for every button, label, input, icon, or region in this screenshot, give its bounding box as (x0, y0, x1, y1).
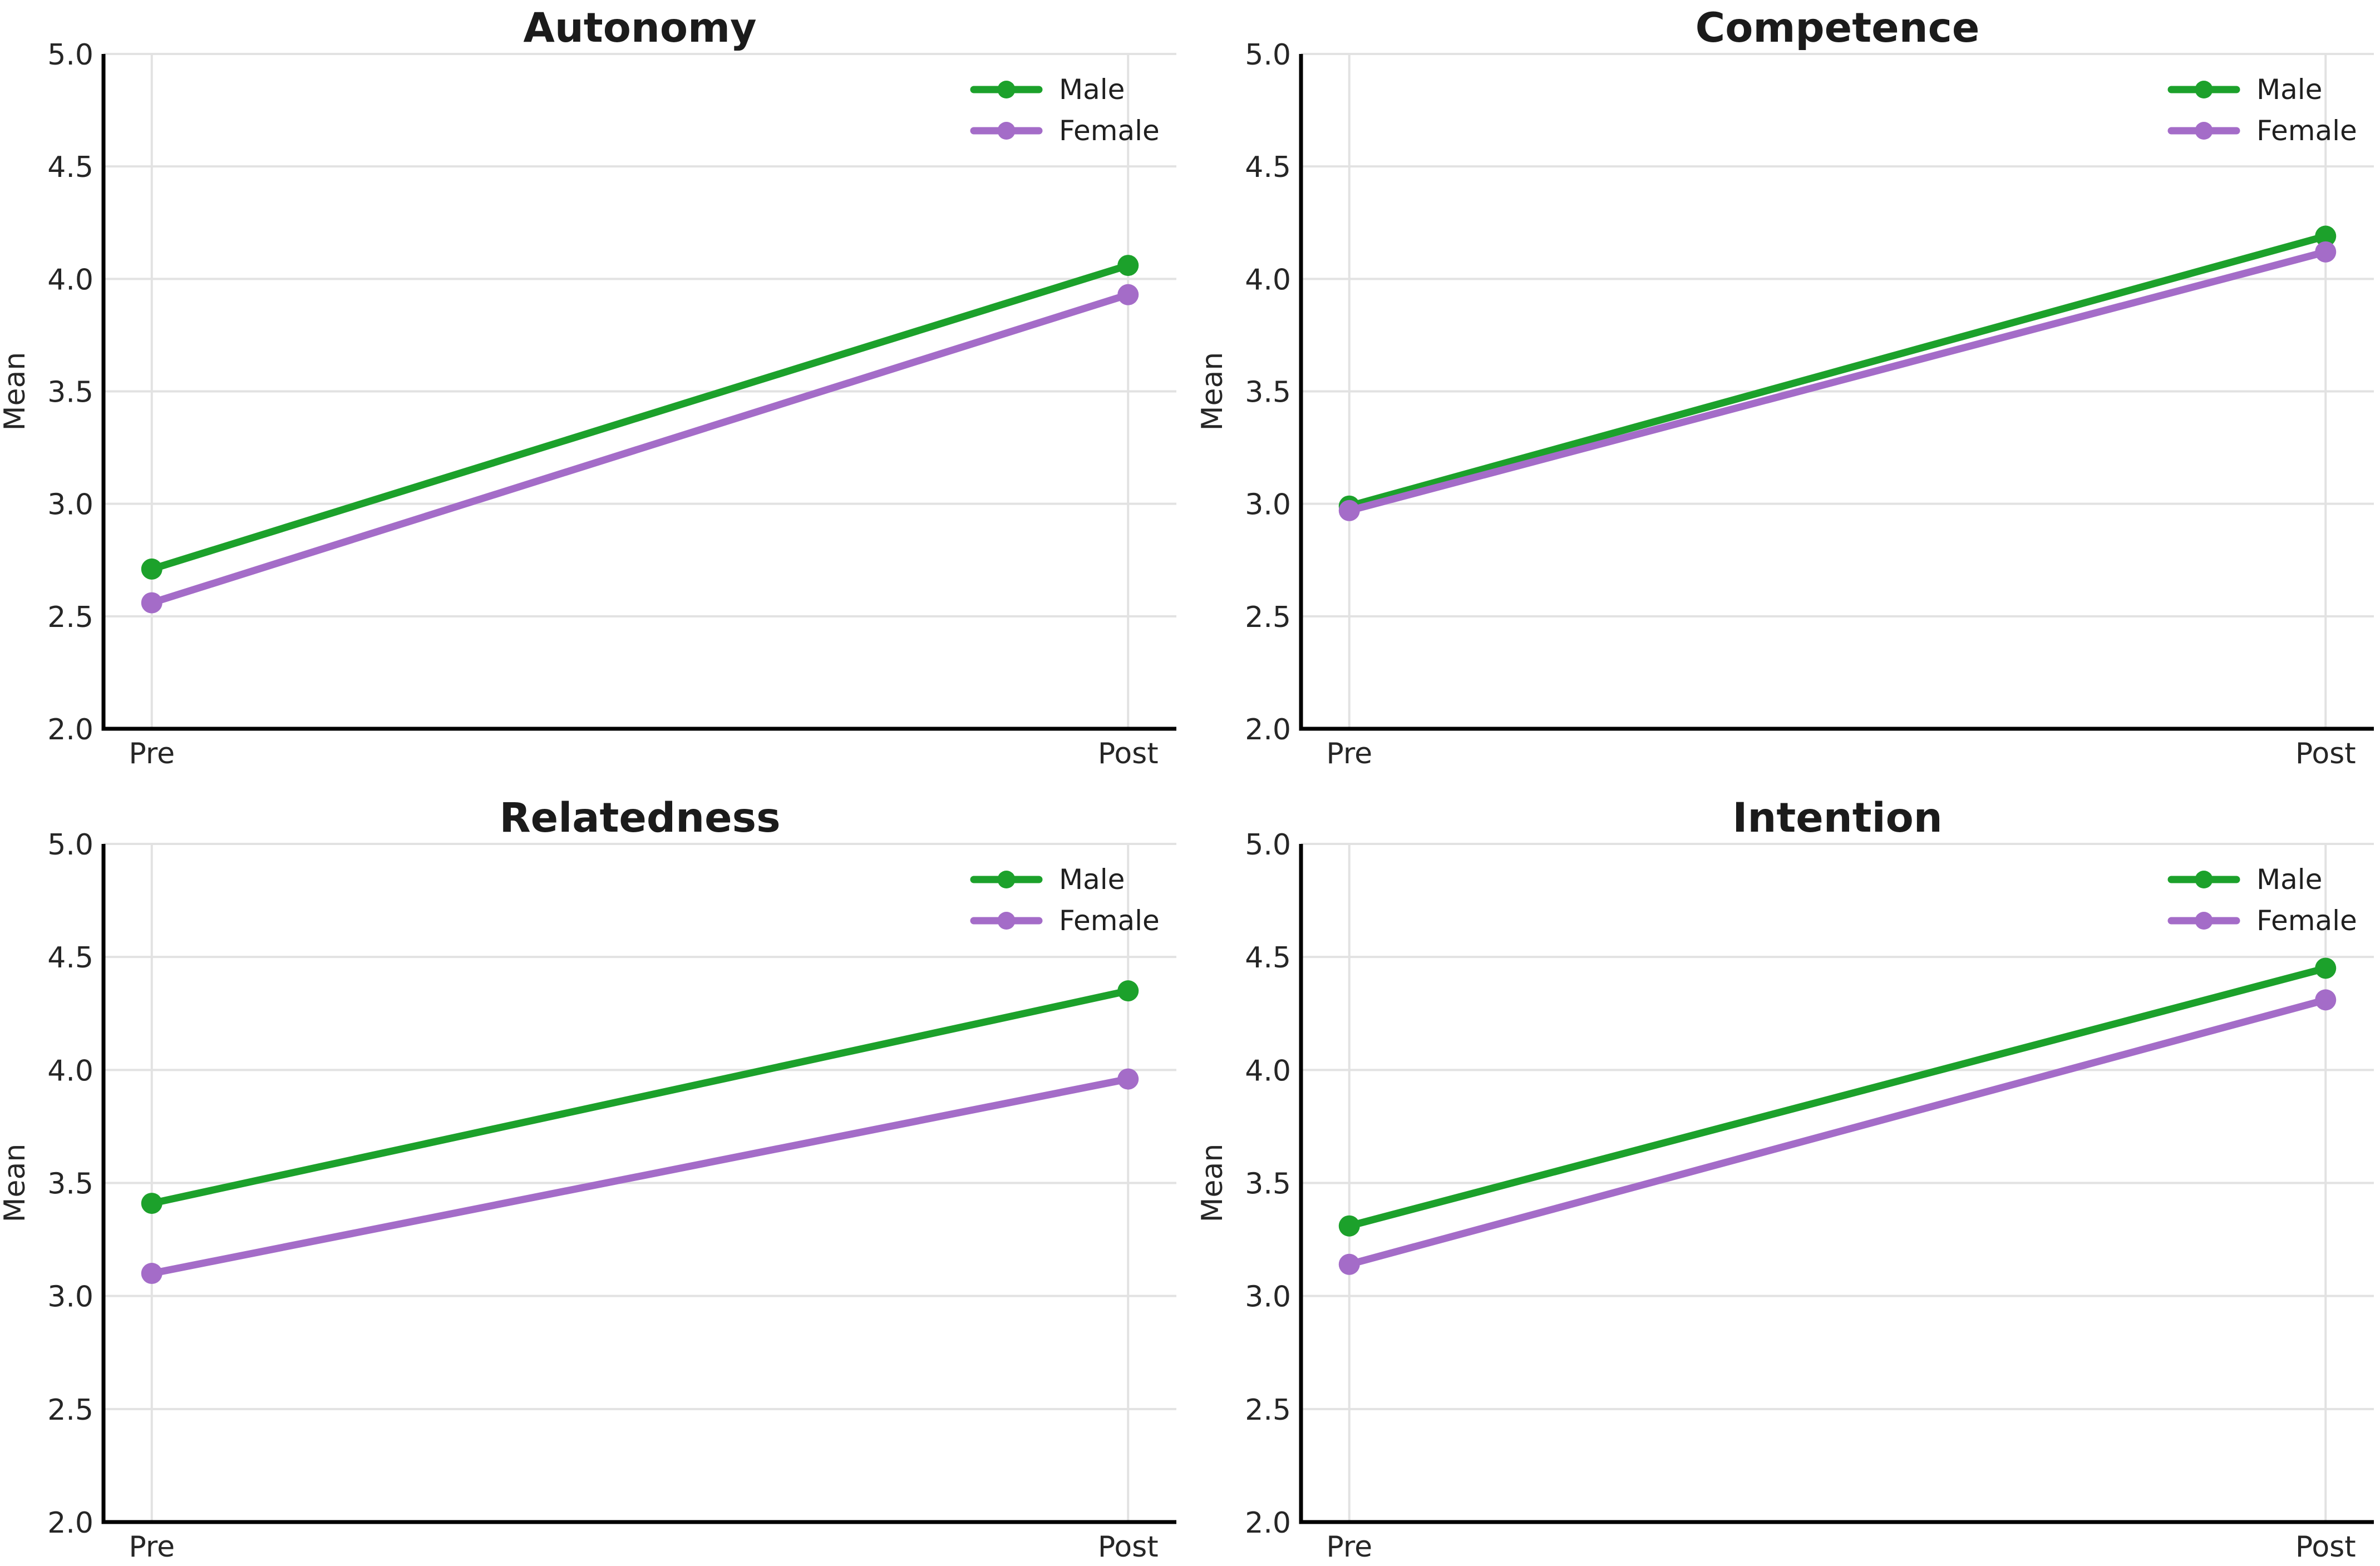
y-tick-label: 5.0 (47, 828, 93, 862)
data-point-female-post (1117, 284, 1139, 305)
chart-title: Relatedness (499, 794, 780, 842)
legend-marker-female (997, 912, 1016, 930)
data-point-male-post (1117, 980, 1139, 1002)
y-tick-label: 2.0 (1245, 713, 1291, 747)
y-tick-label: 4.0 (47, 263, 93, 297)
data-point-female-pre (141, 592, 162, 614)
y-tick-label: 3.5 (47, 1168, 93, 1201)
y-tick-label: 4.0 (1245, 263, 1291, 297)
y-tick-label: 4.0 (47, 1054, 93, 1088)
y-tick-label: 4.5 (1245, 151, 1291, 184)
legend-marker-male (997, 81, 1016, 98)
legend-label-female: Female (1059, 115, 1160, 147)
data-point-male-pre (141, 1193, 162, 1214)
x-tick-label: Pre (1326, 737, 1372, 770)
y-tick-label: 2.5 (1245, 601, 1291, 634)
y-axis-label: Mean (1196, 352, 1229, 431)
y-tick-label: 2.5 (47, 1394, 93, 1427)
data-point-female-post (1117, 1068, 1139, 1090)
chart-title: Competence (1696, 4, 1980, 52)
y-tick-label: 4.0 (1245, 1054, 1291, 1088)
y-tick-label: 3.0 (1245, 488, 1291, 522)
data-point-male-pre (1338, 1215, 1360, 1237)
legend-label-male: Male (2256, 73, 2322, 106)
series-line-female (148, 291, 1132, 607)
x-tick-label: Post (2295, 1530, 2356, 1564)
legend-marker-male (2195, 81, 2213, 98)
x-tick-label: Pre (1326, 1530, 1372, 1564)
y-axis-label: Mean (1196, 1144, 1229, 1223)
y-tick-label: 3.0 (47, 1281, 93, 1314)
series-line-male (148, 987, 1132, 1207)
chart-title: Intention (1732, 794, 1943, 842)
legend-marker-female (997, 122, 1016, 140)
series-line-male (1346, 233, 2329, 510)
x-tick-label: Post (1098, 737, 1159, 770)
y-tick-label: 5.0 (1245, 828, 1291, 862)
x-tick-label: Post (2295, 737, 2356, 770)
legend-label-female: Female (2256, 115, 2357, 147)
series-line-male (148, 261, 1132, 573)
legend-marker-male (997, 871, 1016, 888)
y-tick-label: 5.0 (47, 38, 93, 72)
y-axis-label: Mean (0, 352, 32, 431)
y-tick-label: 4.5 (1245, 941, 1291, 975)
data-point-female-pre (1338, 500, 1360, 521)
legend-marker-female (2195, 912, 2213, 930)
x-tick-label: Pre (129, 1530, 175, 1564)
legend-marker-female (2195, 122, 2213, 140)
data-point-male-post (2315, 225, 2337, 247)
chart-title: Autonomy (523, 4, 756, 52)
data-point-female-pre (141, 1263, 162, 1285)
y-tick-label: 2.0 (47, 1506, 93, 1540)
legend-label-male: Male (1059, 73, 1125, 106)
legend-label-female: Female (2256, 905, 2357, 937)
subplot-autonomy: Autonomy 2.0 2.5 3.0 3.5 4.0 4.5 5.0 Pre Post Mean… (0, 4, 1176, 770)
y-tick-label: 3.5 (1245, 376, 1291, 409)
data-point-male-post (1117, 255, 1139, 276)
y-tick-label: 3.0 (1245, 1281, 1291, 1314)
data-point-female-post (2315, 989, 2337, 1011)
data-point-male-pre (141, 558, 162, 580)
subplot-intention: Intention 2.0 2.5 3.0 3.5 4.0 4.5 5.0 Pre Post Mea… (1196, 794, 2374, 1564)
legend-label-male: Male (1059, 863, 1125, 896)
series-line-female (1346, 996, 2329, 1268)
x-tick-label: Pre (129, 737, 175, 770)
legend-label-male: Male (2256, 863, 2322, 896)
series-line-female (148, 1075, 1132, 1277)
data-point-female-post (2315, 241, 2337, 263)
y-tick-label: 4.5 (47, 941, 93, 975)
data-point-female-pre (1338, 1253, 1360, 1275)
y-tick-label: 2.0 (47, 713, 93, 747)
y-tick-label: 5.0 (1245, 38, 1291, 72)
y-tick-label: 3.5 (1245, 1168, 1291, 1201)
y-tick-label: 2.0 (1245, 1506, 1291, 1540)
y-tick-label: 3.5 (47, 376, 93, 409)
series-line-male (1346, 964, 2329, 1230)
series-line-female (1346, 248, 2329, 515)
subplot-relatedness: Relatedness 2.0 2.5 3.0 3.5 4.0 4.5 5.0 Pre Post M… (0, 794, 1176, 1564)
data-point-male-post (2315, 957, 2337, 979)
y-tick-label: 4.5 (47, 151, 93, 184)
y-tick-label: 3.0 (47, 488, 93, 522)
y-axis-label: Mean (0, 1144, 32, 1223)
y-tick-label: 2.5 (47, 601, 93, 634)
legend-label-female: Female (1059, 905, 1160, 937)
y-tick-label: 2.5 (1245, 1394, 1291, 1427)
x-tick-label: Post (1098, 1530, 1159, 1564)
legend-marker-male (2195, 871, 2213, 888)
subplot-competence: Competence 2.0 2.5 3.0 3.5 4.0 4.5 5.0 Pre Post Me… (1196, 4, 2374, 770)
